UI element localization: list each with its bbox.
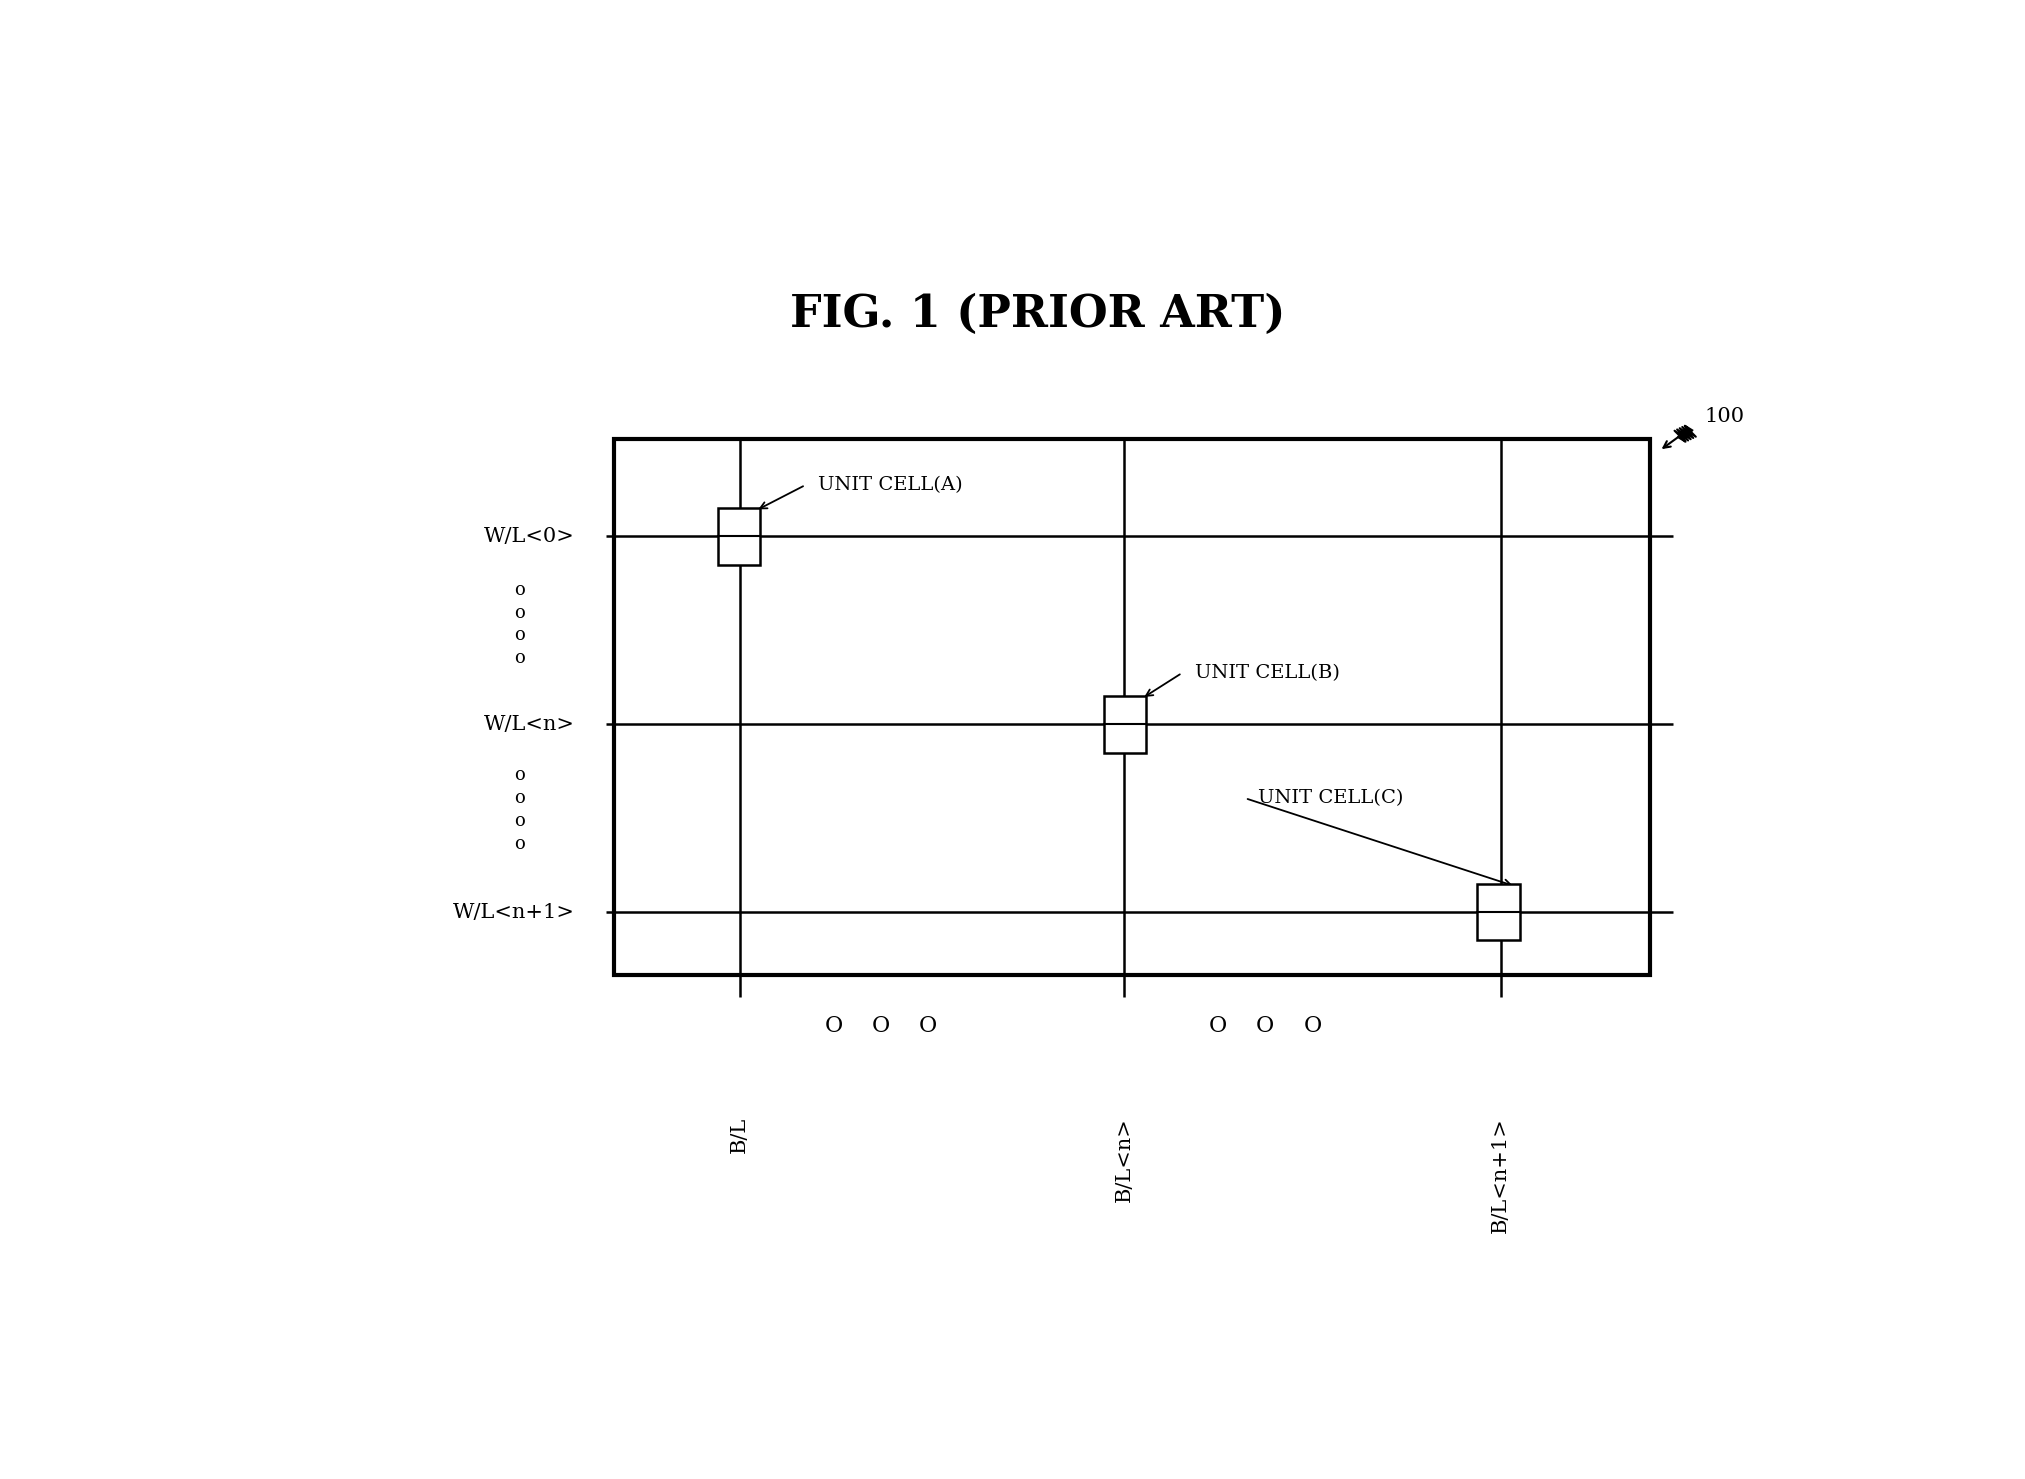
- Bar: [614, 439, 1650, 975]
- Text: o: o: [514, 812, 524, 830]
- Text: UNIT CELL(A): UNIT CELL(A): [818, 476, 962, 494]
- Text: o: o: [514, 834, 524, 853]
- Text: o: o: [514, 766, 524, 784]
- Text: O: O: [1209, 1015, 1227, 1037]
- Text: B/L<n+1>: B/L<n+1>: [1490, 1117, 1511, 1233]
- Text: o: o: [514, 603, 524, 621]
- Text: O: O: [1304, 1015, 1322, 1037]
- Text: W/L<0>: W/L<0>: [484, 527, 575, 546]
- Text: W/L<n+1>: W/L<n+1>: [454, 902, 575, 921]
- Text: UNIT CELL(B): UNIT CELL(B): [1195, 664, 1341, 682]
- Text: o: o: [514, 790, 524, 808]
- Text: B/L: B/L: [731, 1117, 749, 1154]
- Text: o: o: [514, 649, 524, 667]
- Bar: [717, 507, 759, 565]
- Text: UNIT CELL(C): UNIT CELL(C): [1258, 790, 1403, 808]
- Text: 100: 100: [1705, 407, 1746, 426]
- Text: W/L<n>: W/L<n>: [484, 714, 575, 734]
- Text: B/L<n>: B/L<n>: [1114, 1117, 1134, 1202]
- Text: O: O: [824, 1015, 842, 1037]
- Bar: [1478, 883, 1519, 941]
- Text: o: o: [514, 581, 524, 599]
- Text: o: o: [514, 626, 524, 645]
- Text: FIG. 1 (PRIOR ART): FIG. 1 (PRIOR ART): [790, 293, 1286, 336]
- Text: O: O: [871, 1015, 891, 1037]
- Text: O: O: [1256, 1015, 1274, 1037]
- Bar: [1104, 695, 1146, 753]
- Text: O: O: [919, 1015, 938, 1037]
